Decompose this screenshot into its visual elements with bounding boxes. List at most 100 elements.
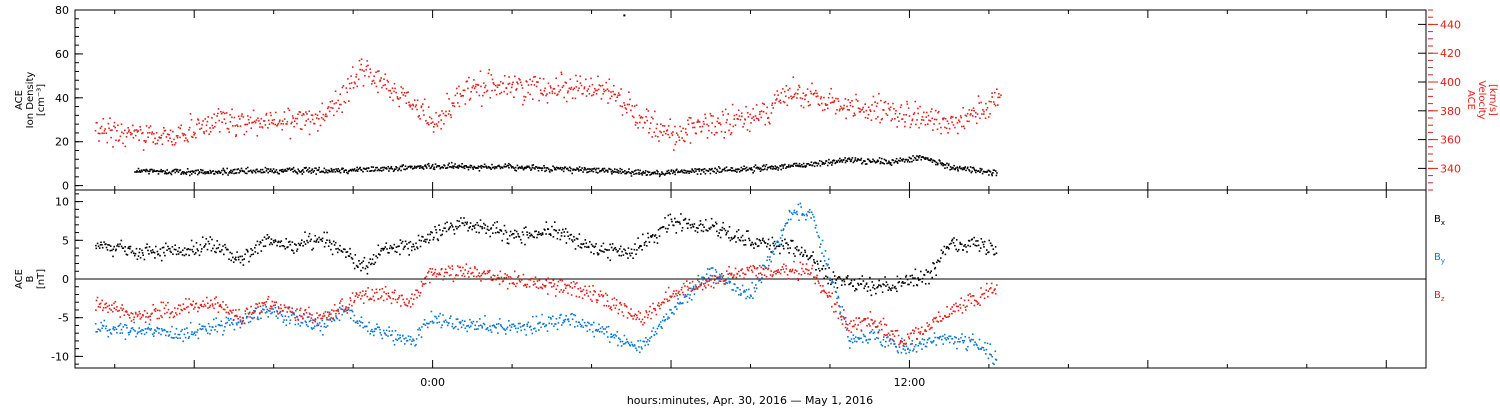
data-point [966, 112, 969, 115]
data-point [328, 110, 331, 113]
data-point [310, 327, 313, 329]
data-point [462, 222, 464, 225]
data-point [204, 305, 207, 307]
data-point [262, 302, 265, 305]
data-point [579, 287, 582, 289]
data-point [836, 297, 838, 300]
data-point [398, 168, 400, 171]
data-point [212, 247, 214, 250]
data-point [485, 90, 488, 93]
data-point [813, 261, 816, 263]
data-point [922, 119, 925, 121]
data-point [474, 266, 476, 268]
data-point [930, 270, 932, 272]
data-point [693, 126, 696, 129]
data-point [230, 310, 232, 312]
data-point [222, 111, 224, 114]
data-point [138, 310, 141, 313]
data-point [677, 171, 679, 174]
data-point [711, 167, 713, 170]
data-point [936, 163, 939, 166]
data-point [513, 167, 515, 169]
data-point [525, 334, 527, 336]
data-point [638, 346, 640, 348]
data-point [233, 328, 236, 331]
data-point [689, 294, 691, 296]
data-point [532, 315, 534, 318]
data-point [293, 313, 295, 316]
data-point [488, 271, 490, 273]
data-point [487, 329, 490, 332]
data-point [484, 224, 487, 226]
data-point [679, 301, 681, 304]
data-point [431, 268, 434, 270]
data-point [639, 339, 642, 342]
data-point [491, 279, 494, 282]
data-point [261, 311, 263, 313]
data-point [382, 299, 385, 302]
data-point [620, 172, 623, 175]
data-point [380, 334, 383, 336]
data-point [164, 329, 166, 332]
data-point [408, 254, 410, 256]
data-point [483, 227, 486, 229]
data-point [499, 167, 502, 170]
data-point [744, 290, 746, 293]
data-point [940, 163, 943, 166]
data-point [281, 315, 284, 318]
data-point [117, 124, 119, 127]
data-point [785, 85, 788, 87]
data-point [353, 168, 356, 170]
data-point [901, 337, 903, 340]
data-point [259, 170, 261, 173]
data-point [506, 274, 508, 276]
data-point [187, 140, 189, 143]
data-point [677, 221, 679, 223]
data-point [521, 165, 523, 168]
data-point [144, 321, 147, 323]
data-point [677, 298, 679, 300]
data-point [466, 325, 468, 327]
y-tick-label: 20 [55, 136, 69, 149]
data-point [484, 86, 486, 89]
data-point [553, 325, 555, 327]
data-point [179, 312, 181, 315]
data-point [977, 170, 979, 173]
data-point [836, 287, 839, 289]
data-point [672, 171, 675, 173]
data-point [409, 336, 412, 338]
data-point [514, 169, 516, 171]
data-point [912, 113, 915, 115]
data-point [956, 166, 959, 168]
data-point [614, 246, 617, 249]
data-point [894, 160, 897, 163]
data-point [235, 259, 237, 261]
data-point [888, 162, 891, 164]
data-point [225, 304, 227, 306]
data-point [399, 334, 401, 337]
data-point [277, 172, 279, 175]
data-point [725, 166, 728, 168]
data-point [434, 163, 437, 165]
data-point [315, 239, 318, 242]
data-point [360, 316, 363, 318]
data-point [703, 123, 705, 125]
data-point [207, 240, 210, 243]
data-point [988, 251, 990, 253]
data-point [560, 71, 563, 74]
data-point [676, 168, 678, 171]
data-point [622, 254, 625, 256]
data-point [959, 115, 962, 117]
data-point [390, 302, 393, 305]
data-point [499, 324, 502, 326]
data-point [228, 319, 230, 322]
data-point [767, 166, 770, 169]
data-point [248, 260, 250, 263]
data-point [953, 164, 955, 167]
data-point [768, 248, 771, 250]
data-point [407, 335, 410, 337]
data-point [450, 161, 453, 164]
data-point [472, 168, 474, 170]
data-point [526, 325, 529, 327]
data-point [678, 139, 681, 141]
